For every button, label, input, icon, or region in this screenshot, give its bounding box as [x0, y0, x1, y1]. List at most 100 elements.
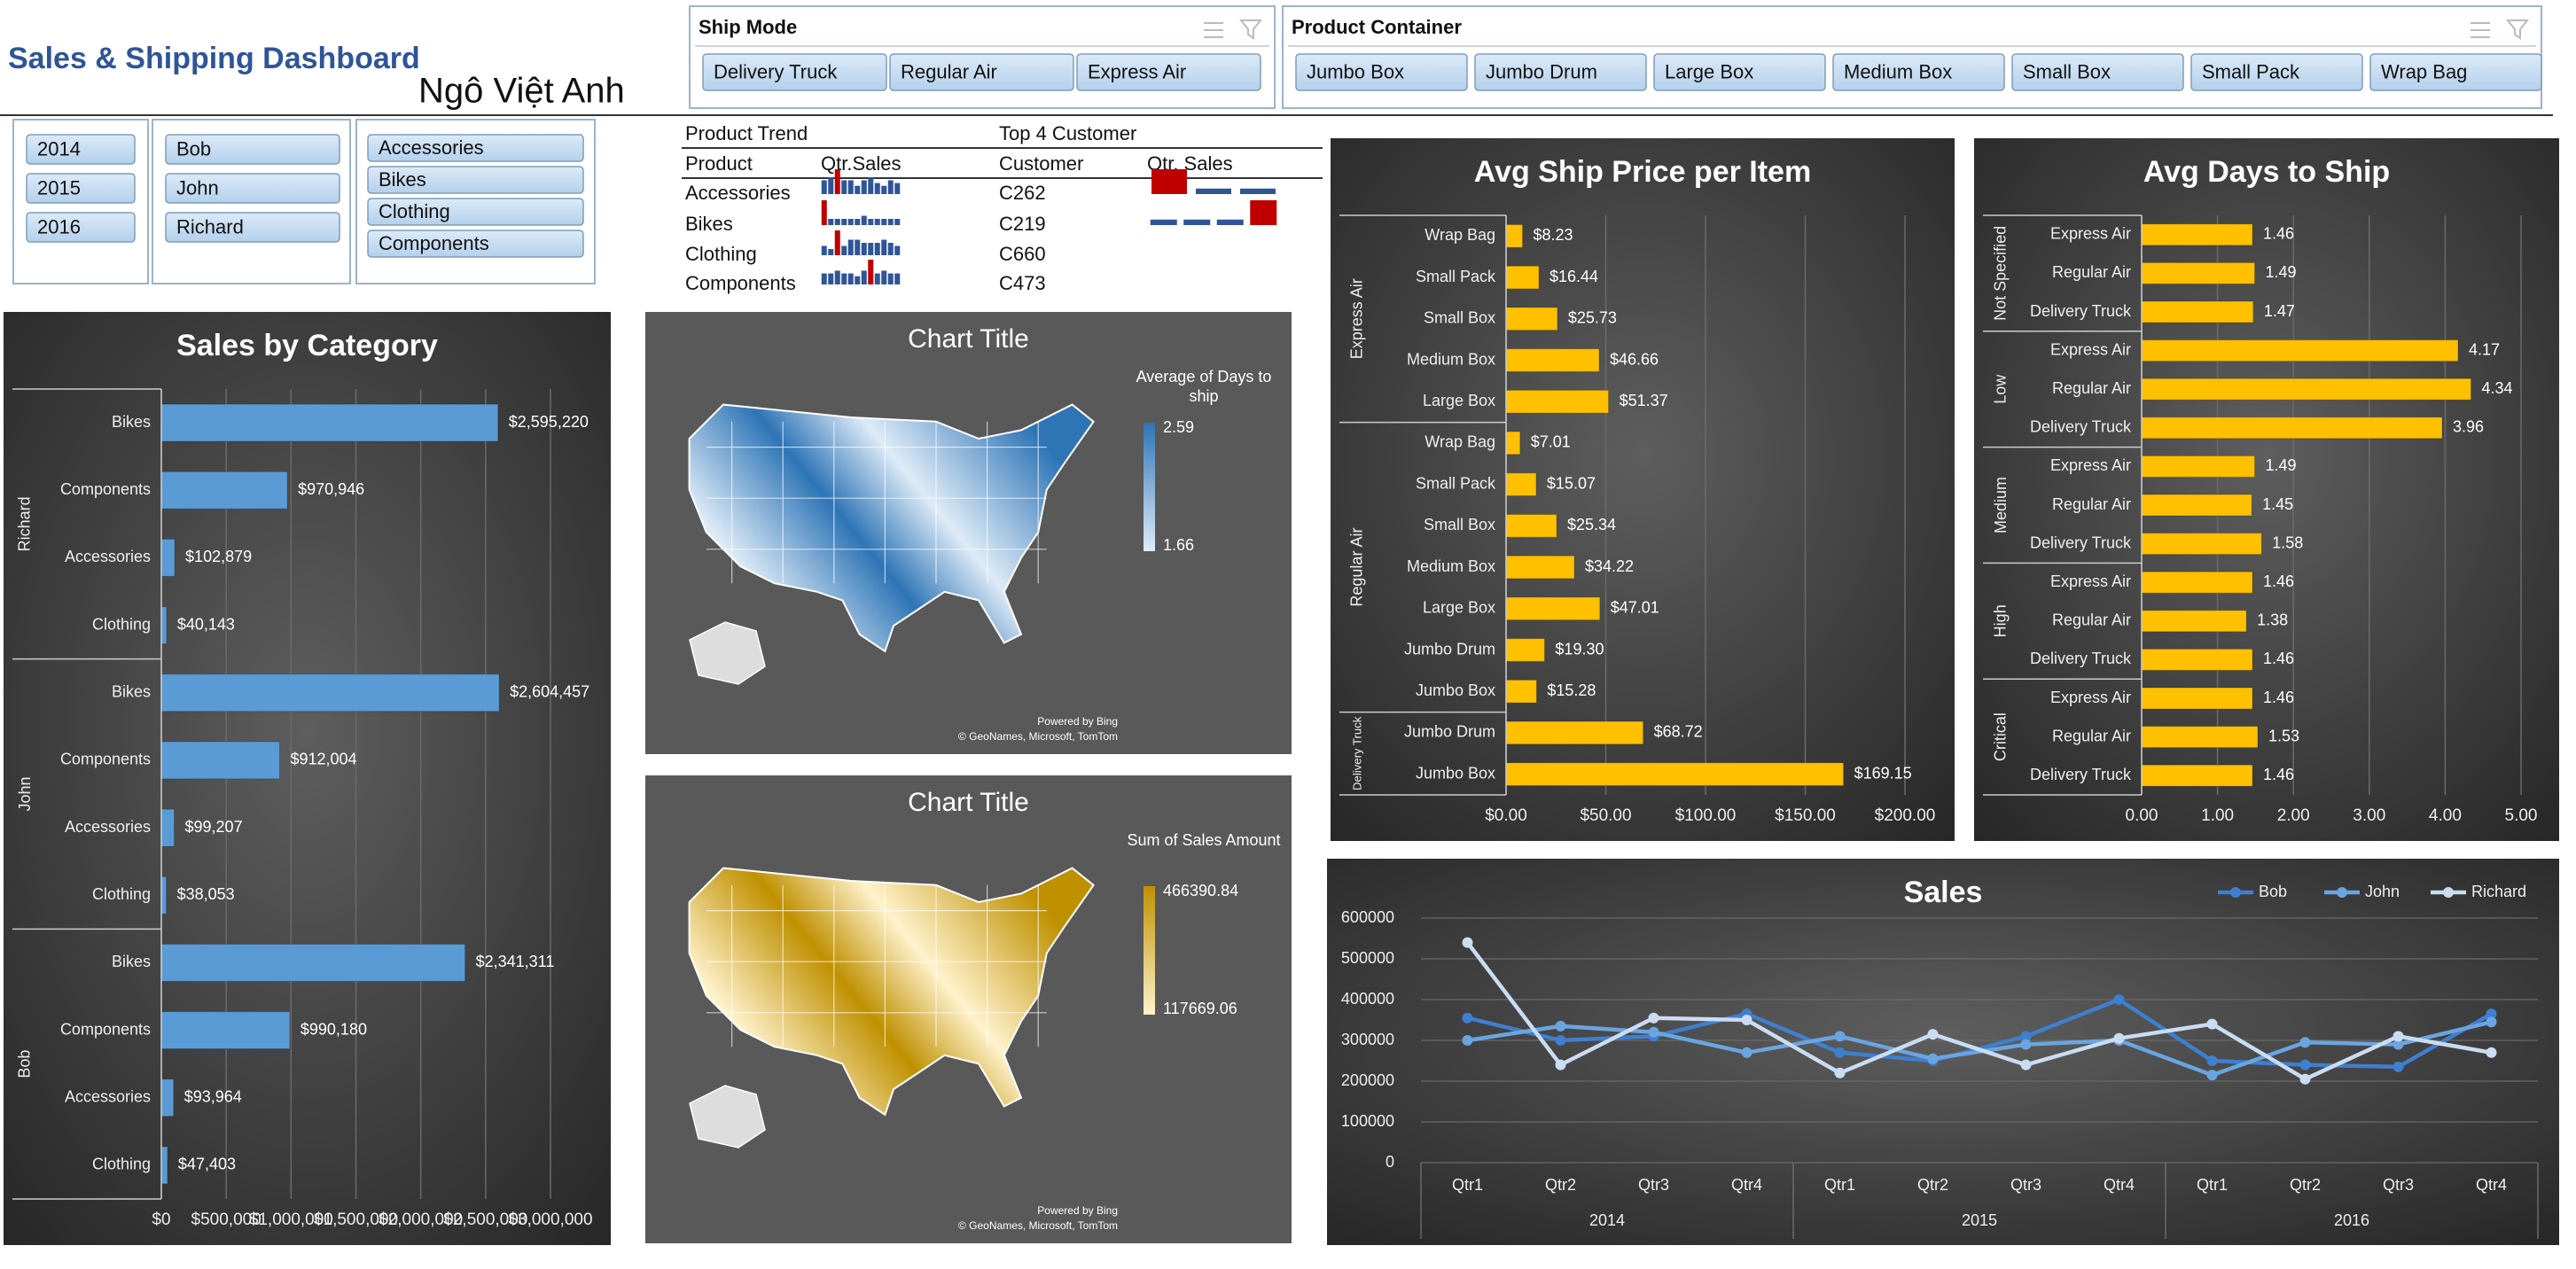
slicer-button-label[interactable]: 2016	[37, 215, 81, 237]
series-marker	[2206, 1018, 2218, 1030]
map-credit: © GeoNames, Microsoft, TomTom	[958, 1219, 1118, 1232]
slicer-button-label[interactable]: Large Box	[1665, 60, 1753, 82]
slicer-button-bg[interactable]	[1653, 53, 1826, 91]
slicer-button-label[interactable]: Small Pack	[2202, 60, 2300, 82]
sparkline-bar	[887, 273, 894, 284]
slicer-button-bg[interactable]	[2190, 53, 2363, 91]
value-label: 1.49	[2266, 456, 2297, 474]
y-tick-label: 500000	[1341, 949, 1394, 967]
bar	[1505, 265, 1540, 290]
slicer-button[interactable]: Regular Air	[889, 53, 1074, 91]
value-label: 1.58	[2272, 533, 2303, 551]
slicer-button-label[interactable]: 2015	[37, 176, 81, 199]
series-marker	[1462, 1035, 1473, 1046]
value-label: 1.46	[2263, 572, 2294, 590]
series-marker	[2393, 1061, 2404, 1072]
slicer-button-label[interactable]: Small Box	[2023, 60, 2111, 82]
slicer-button[interactable]: Small Box	[2011, 53, 2184, 91]
slicer-button-label[interactable]: Wrap Bag	[2381, 60, 2467, 82]
slicer-button-bg[interactable]	[889, 53, 1074, 91]
slicer-button-label[interactable]: Components	[379, 232, 489, 254]
slicer-button-label[interactable]: Jumbo Box	[1307, 60, 1404, 82]
slicer-button[interactable]: Richard	[165, 212, 340, 243]
bar	[2141, 339, 2459, 362]
slicer-button-bg[interactable]	[1076, 53, 1261, 91]
legend-max: 466390.84	[1163, 882, 1238, 899]
slicer-button-label[interactable]: Bikes	[379, 168, 426, 191]
table-title: Top 4 Customer	[999, 122, 1136, 144]
slicer-button[interactable]: Medium Box	[1832, 53, 2005, 91]
slicer-button-bg[interactable]	[367, 198, 584, 226]
slicer-button-label[interactable]: Accessories	[379, 136, 484, 159]
slicer-button-label[interactable]: Richard	[176, 215, 244, 237]
slicer-button-bg[interactable]	[367, 230, 584, 258]
x-tick-label: 3.00	[2353, 806, 2385, 825]
category-label: Accessories	[65, 818, 151, 836]
slicer-button[interactable]: Bob	[165, 134, 340, 165]
sparkline-bar	[1250, 200, 1277, 225]
slicer-button-label[interactable]: Regular Air	[901, 60, 997, 82]
slicer-button[interactable]: Express Air	[1076, 53, 1261, 91]
value-label: $19.30	[1555, 640, 1604, 658]
slicer-button-bg[interactable]	[1474, 53, 1647, 91]
slicer-button-bg[interactable]	[26, 134, 136, 165]
slicer-button-bg[interactable]	[26, 173, 136, 204]
category-label: Delivery Truck	[2030, 533, 2132, 551]
series-marker	[2020, 1039, 2032, 1050]
slicer-button-bg[interactable]	[165, 173, 340, 204]
slicer-button[interactable]: Large Box	[1653, 53, 1826, 91]
bar	[2141, 378, 2472, 401]
category-label: Delivery Truck	[2030, 766, 2132, 783]
slicer-button-label[interactable]: Bob	[176, 137, 211, 160]
bar	[2141, 648, 2253, 671]
slicer-button[interactable]: Bikes	[367, 166, 584, 194]
slicer-button-bg[interactable]	[702, 53, 887, 91]
slicer-button[interactable]: John	[165, 173, 340, 204]
slicer-button[interactable]: Wrap Bag	[2369, 53, 2542, 91]
bar	[1505, 596, 1601, 621]
slicer-button-label[interactable]: Medium Box	[1844, 60, 1952, 82]
slicer-button-label[interactable]: John	[176, 176, 219, 199]
slicer-button-bg[interactable]	[1295, 53, 1468, 91]
chart-panel	[4, 312, 611, 1245]
category-label: Bikes	[112, 953, 151, 970]
slicer-button-label[interactable]: Jumbo Drum	[1486, 60, 1597, 82]
slicer-button[interactable]: 2014	[26, 134, 136, 165]
group-label: Delivery Truck	[1350, 716, 1363, 790]
value-label: $15.28	[1547, 681, 1596, 699]
slicer-button-bg[interactable]	[2369, 53, 2542, 91]
slicer-button-bg[interactable]	[165, 212, 340, 243]
slicer-button[interactable]: Small Pack	[2190, 53, 2363, 91]
sparkline-bar	[868, 260, 874, 284]
slicer-button-bg[interactable]	[26, 212, 136, 243]
slicer-button[interactable]: 2016	[26, 212, 136, 243]
legend-max: 2.59	[1163, 418, 1194, 436]
chart-panel	[1974, 138, 2559, 841]
clear-filter-icon[interactable]	[1238, 19, 1263, 40]
chart-title: Sales by Category	[176, 329, 438, 362]
slicer-button-label[interactable]: 2014	[37, 137, 81, 160]
slicer-button[interactable]: Jumbo Drum	[1474, 53, 1647, 91]
category-label: Jumbo Box	[1416, 764, 1495, 782]
slicer-button-label[interactable]: Delivery Truck	[714, 60, 838, 82]
slicer-button-bg[interactable]	[1832, 53, 2005, 91]
slicer-button[interactable]: Jumbo Box	[1295, 53, 1468, 91]
slicer-button[interactable]: Clothing	[367, 198, 584, 226]
sparkline-bar	[855, 219, 861, 225]
slicer-button-bg[interactable]	[367, 134, 584, 162]
clear-filter-icon[interactable]	[2505, 19, 2530, 40]
slicer-button-label[interactable]: Clothing	[379, 200, 450, 222]
slicer-button[interactable]: 2015	[26, 173, 136, 204]
slicer-button-bg[interactable]	[165, 134, 340, 165]
x-tick-label: Qtr2	[2290, 1176, 2321, 1194]
sparkline-bar	[894, 183, 901, 194]
bar	[1505, 555, 1575, 580]
category-label: Medium Box	[1407, 350, 1495, 368]
bar	[160, 1078, 175, 1117]
slicer-button[interactable]: Delivery Truck	[702, 53, 887, 91]
slicer-button-bg[interactable]	[367, 166, 584, 194]
slicer-button[interactable]: Components	[367, 230, 584, 258]
slicer-button[interactable]: Accessories	[367, 134, 584, 162]
slicer-button-label[interactable]: Express Air	[1088, 60, 1186, 82]
slicer-button-bg[interactable]	[2011, 53, 2184, 91]
